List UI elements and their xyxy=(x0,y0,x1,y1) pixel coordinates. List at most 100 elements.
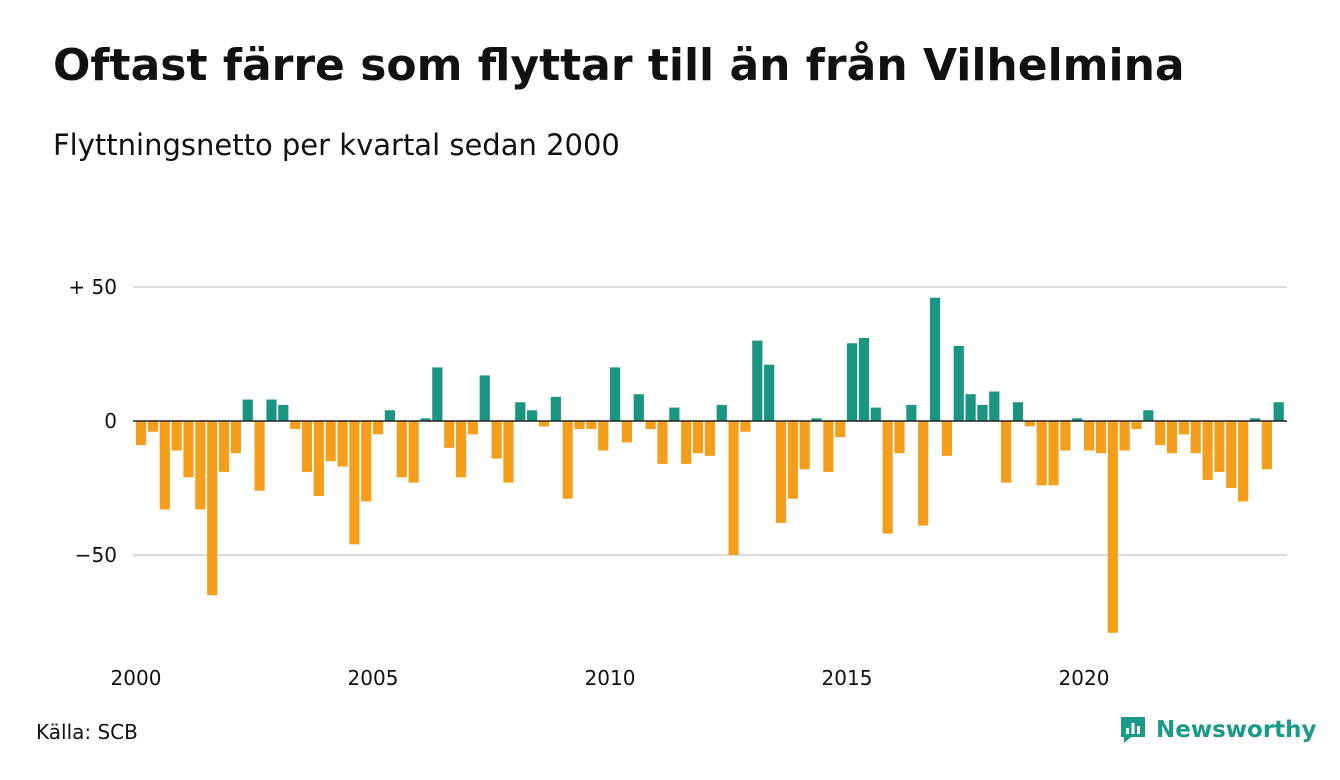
x-tick-label: 2010 xyxy=(585,666,636,690)
y-tick-label: −50 xyxy=(75,543,117,567)
bar xyxy=(491,421,502,459)
bar xyxy=(716,404,727,421)
bar xyxy=(728,421,739,555)
brand-logo: Newsworthy xyxy=(1118,715,1317,745)
bar xyxy=(550,396,561,421)
bar xyxy=(621,421,633,443)
bar xyxy=(929,297,941,421)
bar xyxy=(1202,421,1213,480)
bar xyxy=(752,340,763,421)
bar xyxy=(1261,421,1272,470)
gridlines xyxy=(133,286,1287,556)
bar xyxy=(882,421,893,534)
bar xyxy=(455,421,467,478)
bar xyxy=(574,421,585,430)
bar xyxy=(1024,421,1035,427)
bar xyxy=(1060,421,1071,451)
bar xyxy=(965,394,976,421)
bar xyxy=(811,418,822,421)
bar xyxy=(171,421,182,451)
bar xyxy=(704,421,715,456)
x-axis-labels: 2000 2005 2010 2015 2020 xyxy=(111,666,1110,690)
bar xyxy=(136,421,147,446)
bar xyxy=(278,404,289,421)
bar xyxy=(633,394,644,421)
bar xyxy=(1273,402,1284,421)
bar xyxy=(1095,421,1107,454)
bar xyxy=(586,421,597,430)
bar xyxy=(1166,421,1178,454)
bar xyxy=(1036,421,1047,486)
chart-subtitle: Flyttningsnetto per kvartal sedan 2000 xyxy=(53,128,620,162)
brand-name: Newsworthy xyxy=(1156,717,1317,743)
bar xyxy=(1001,421,1012,483)
bar xyxy=(1143,410,1154,421)
newsworthy-logo-icon xyxy=(1121,717,1145,743)
y-tick-label: 0 xyxy=(104,409,117,433)
bar xyxy=(906,404,917,421)
bar xyxy=(989,391,1000,421)
bar xyxy=(527,410,538,421)
bar xyxy=(195,421,206,510)
bar xyxy=(183,421,194,478)
bar xyxy=(1048,421,1059,486)
bar xyxy=(207,421,218,596)
bar xyxy=(1249,418,1261,421)
bar xyxy=(1238,421,1249,502)
source-note: Källa: SCB xyxy=(36,720,138,744)
bar xyxy=(1190,421,1201,454)
y-axis-labels: + 50 0 −50 xyxy=(68,275,117,567)
bar xyxy=(941,421,952,456)
bar xyxy=(361,421,372,502)
bar xyxy=(610,367,621,421)
bar xyxy=(835,421,846,438)
bar xyxy=(349,421,360,545)
bar xyxy=(467,421,478,435)
bar xyxy=(396,421,407,478)
y-tick-label: + 50 xyxy=(68,275,117,299)
bar xyxy=(870,407,881,421)
bar xyxy=(1131,421,1142,430)
bar xyxy=(301,421,313,472)
bar xyxy=(1107,421,1118,633)
bar xyxy=(254,421,265,491)
bar xyxy=(384,410,396,421)
bar xyxy=(420,418,431,421)
bar xyxy=(337,421,348,467)
bar xyxy=(894,421,905,454)
bar xyxy=(669,407,680,421)
bar xyxy=(159,421,170,510)
bar xyxy=(1226,421,1237,488)
bar xyxy=(479,375,490,421)
chart-title: Oftast färre som flyttar till än från Vi… xyxy=(53,40,1185,91)
bar xyxy=(847,343,858,421)
bar xyxy=(1072,418,1083,421)
bar xyxy=(764,364,775,421)
bar xyxy=(432,367,443,421)
bar xyxy=(1084,421,1095,451)
bar xyxy=(242,399,253,421)
bar xyxy=(230,421,241,454)
bar xyxy=(681,421,692,464)
bar xyxy=(562,421,573,499)
bar xyxy=(799,421,810,470)
x-tick-label: 2015 xyxy=(822,666,873,690)
bar xyxy=(918,421,929,526)
x-tick-label: 2000 xyxy=(111,666,162,690)
bar xyxy=(787,421,798,499)
bar xyxy=(823,421,834,472)
bar xyxy=(266,399,277,421)
bar xyxy=(740,421,751,432)
bar xyxy=(515,402,526,421)
bar xyxy=(1178,421,1189,435)
bar xyxy=(1214,421,1225,472)
bar xyxy=(147,421,159,432)
x-tick-label: 2005 xyxy=(348,666,399,690)
bar xyxy=(373,421,384,435)
bar xyxy=(444,421,455,448)
bar xyxy=(503,421,514,483)
bar xyxy=(325,421,336,462)
bar xyxy=(408,421,419,483)
bar xyxy=(977,404,988,421)
bar xyxy=(645,421,656,430)
